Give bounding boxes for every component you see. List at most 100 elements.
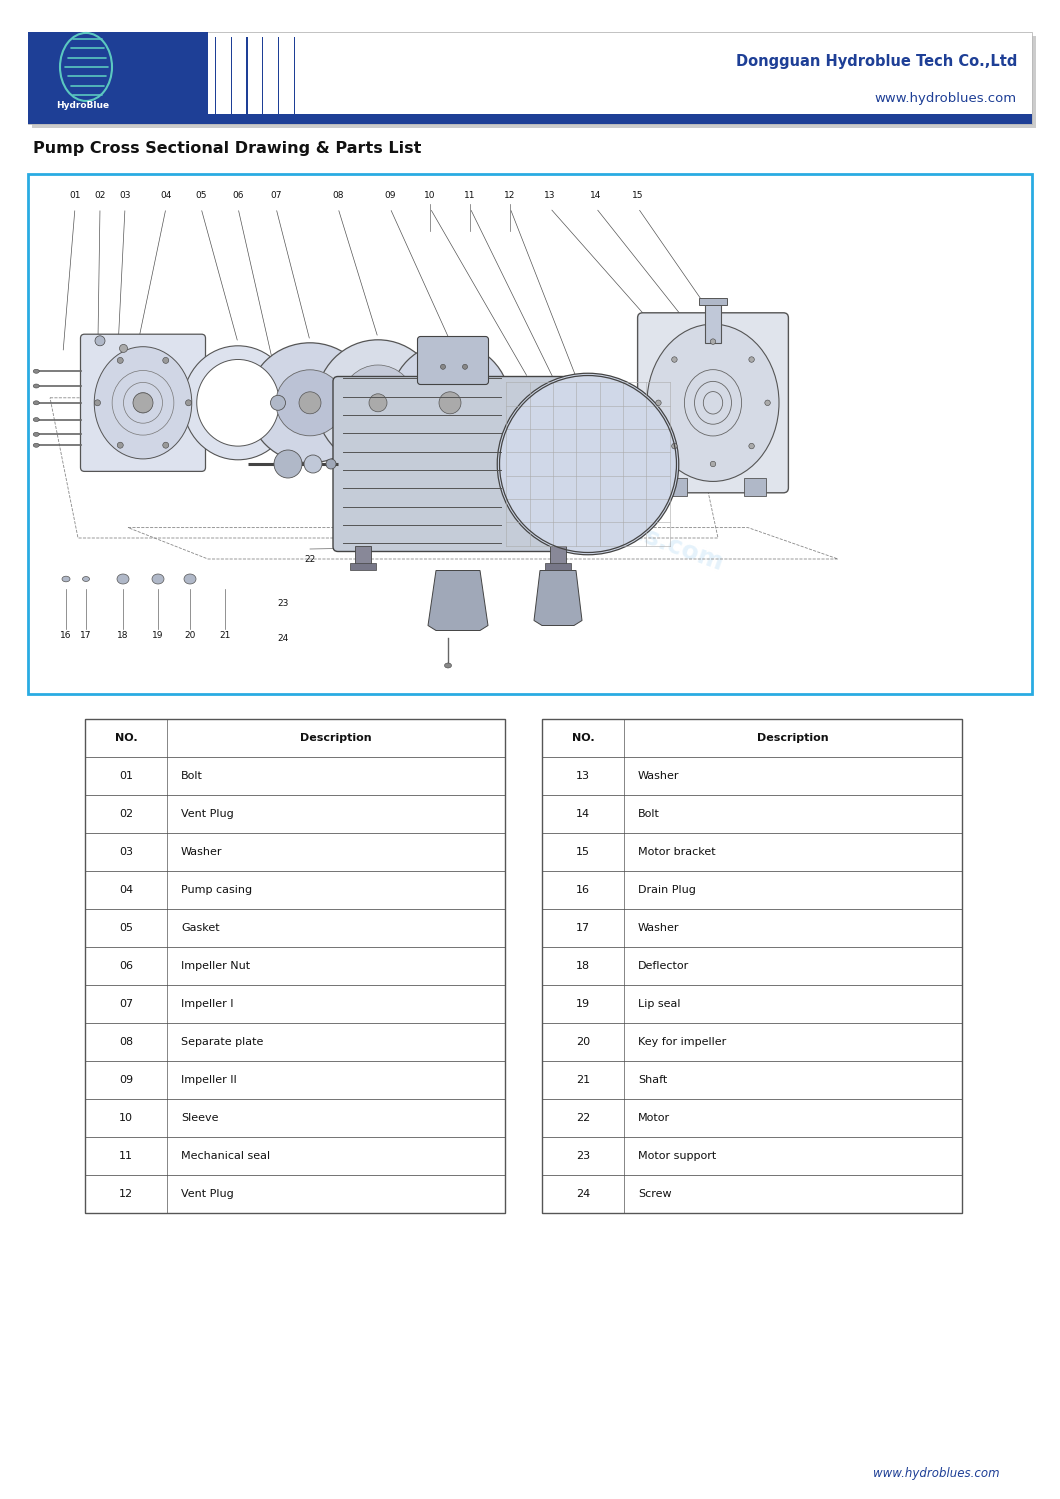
- Text: NO.: NO.: [571, 733, 595, 744]
- FancyBboxPatch shape: [81, 334, 206, 471]
- Ellipse shape: [83, 577, 89, 582]
- Text: 05: 05: [195, 192, 207, 201]
- Ellipse shape: [369, 394, 387, 412]
- Bar: [85, 908, 505, 947]
- Text: 18: 18: [576, 961, 590, 971]
- Text: Description: Description: [757, 733, 829, 744]
- Bar: [355, 547, 371, 565]
- Bar: [28, 31, 1032, 124]
- Polygon shape: [534, 571, 582, 625]
- Text: 06: 06: [232, 192, 244, 201]
- Ellipse shape: [439, 391, 461, 414]
- Ellipse shape: [33, 444, 39, 447]
- Ellipse shape: [120, 345, 127, 352]
- Ellipse shape: [516, 381, 540, 424]
- Bar: [28, 114, 1032, 124]
- Bar: [294, 37, 295, 118]
- Ellipse shape: [33, 384, 39, 388]
- Text: 13: 13: [544, 192, 555, 201]
- Text: Motor support: Motor support: [638, 1151, 717, 1162]
- Text: 23: 23: [576, 1151, 590, 1162]
- Bar: [542, 720, 962, 1213]
- Ellipse shape: [276, 370, 344, 436]
- Ellipse shape: [248, 343, 372, 463]
- Text: 20: 20: [184, 631, 196, 640]
- Text: Shaft: Shaft: [638, 1075, 667, 1085]
- Text: Washer: Washer: [638, 923, 679, 932]
- Text: 16: 16: [60, 631, 72, 640]
- Ellipse shape: [163, 442, 169, 448]
- Bar: [350, 564, 376, 571]
- Bar: [85, 720, 505, 757]
- Bar: [28, 31, 208, 124]
- Ellipse shape: [441, 364, 445, 369]
- Ellipse shape: [672, 444, 677, 448]
- Bar: [705, 303, 721, 343]
- Text: 14: 14: [576, 809, 590, 818]
- FancyBboxPatch shape: [333, 376, 593, 552]
- Text: 08: 08: [119, 1037, 134, 1046]
- Text: Screw: Screw: [638, 1189, 672, 1199]
- Bar: [542, 947, 962, 985]
- Bar: [542, 720, 962, 757]
- Bar: [542, 1061, 962, 1099]
- Ellipse shape: [316, 340, 440, 466]
- Text: Key for impeller: Key for impeller: [638, 1037, 726, 1046]
- Bar: [85, 794, 505, 833]
- Bar: [85, 1099, 505, 1138]
- Bar: [542, 1022, 962, 1061]
- Ellipse shape: [270, 396, 285, 411]
- Text: Motor: Motor: [638, 1112, 670, 1123]
- Text: 18: 18: [118, 631, 128, 640]
- Bar: [240, 37, 246, 118]
- Ellipse shape: [94, 400, 101, 406]
- Polygon shape: [428, 571, 488, 631]
- Text: 15: 15: [576, 847, 590, 857]
- Bar: [255, 37, 262, 118]
- Text: Drain Plug: Drain Plug: [638, 884, 695, 895]
- Text: 04: 04: [160, 192, 172, 201]
- Text: 09: 09: [119, 1075, 134, 1085]
- Text: 09: 09: [385, 192, 395, 201]
- Ellipse shape: [118, 442, 123, 448]
- Ellipse shape: [33, 400, 39, 405]
- Text: 11: 11: [464, 192, 476, 201]
- FancyBboxPatch shape: [638, 313, 789, 493]
- Text: Washer: Washer: [638, 770, 679, 781]
- Text: Impeller Nut: Impeller Nut: [181, 961, 250, 971]
- Text: 17: 17: [576, 923, 590, 932]
- Ellipse shape: [462, 364, 467, 369]
- Bar: [542, 985, 962, 1022]
- Text: Pump Cross Sectional Drawing & Parts List: Pump Cross Sectional Drawing & Parts Lis…: [33, 141, 422, 156]
- Bar: [262, 37, 264, 118]
- Ellipse shape: [304, 456, 322, 474]
- Text: Washer: Washer: [181, 847, 223, 857]
- Ellipse shape: [710, 462, 716, 466]
- Bar: [85, 1175, 505, 1213]
- Text: 24: 24: [576, 1189, 590, 1199]
- Text: NO.: NO.: [114, 733, 138, 744]
- Text: 21: 21: [219, 631, 231, 640]
- Text: Lip seal: Lip seal: [638, 998, 681, 1009]
- Ellipse shape: [94, 346, 192, 459]
- Ellipse shape: [184, 574, 196, 585]
- Text: Bolt: Bolt: [638, 809, 660, 818]
- Bar: [85, 985, 505, 1022]
- Bar: [278, 37, 279, 118]
- Bar: [542, 1138, 962, 1175]
- Ellipse shape: [765, 400, 771, 406]
- Bar: [665, 478, 687, 496]
- Bar: [28, 174, 1032, 694]
- Bar: [85, 757, 505, 794]
- Text: Impeller II: Impeller II: [181, 1075, 236, 1085]
- Text: 08: 08: [332, 192, 343, 201]
- Text: 17: 17: [81, 631, 92, 640]
- Text: 21: 21: [576, 1075, 590, 1085]
- Ellipse shape: [748, 444, 755, 448]
- Ellipse shape: [656, 400, 661, 406]
- Text: 02: 02: [119, 809, 134, 818]
- Text: 07: 07: [119, 998, 134, 1009]
- Text: 22: 22: [304, 555, 316, 564]
- Ellipse shape: [417, 370, 483, 436]
- Ellipse shape: [117, 574, 129, 585]
